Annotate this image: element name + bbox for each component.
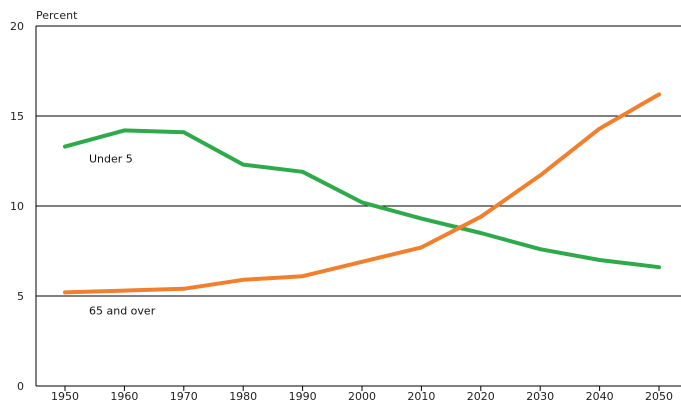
y-tick-label: 10 xyxy=(10,200,24,213)
series-line-under-5 xyxy=(63,128,661,270)
gridlines xyxy=(36,25,681,297)
x-tick-label: 2020 xyxy=(467,390,495,403)
x-tick-label: 1990 xyxy=(289,390,317,403)
x-tick-label: 1980 xyxy=(229,390,257,403)
x-ticks: 1950 1960 1970 1980 1990 2000 2010 2020 2030 2040… xyxy=(51,386,673,403)
y-tick-label: 0 xyxy=(17,380,24,393)
y-tick-label: 15 xyxy=(10,110,24,123)
x-tick-label: 2000 xyxy=(348,390,376,403)
series-label-under-5: Under 5 xyxy=(89,152,133,165)
x-tick-label: 1970 xyxy=(170,390,198,403)
x-tick-label: 1950 xyxy=(51,390,79,403)
x-tick-label: 2040 xyxy=(586,390,614,403)
x-tick-label: 2050 xyxy=(645,390,673,403)
y-axis-title: Percent xyxy=(36,9,78,22)
series-lines xyxy=(63,92,661,295)
series-label-65-and-over: 65 and over xyxy=(89,304,156,317)
x-tick-label: 2010 xyxy=(407,390,435,403)
x-tick-label: 1960 xyxy=(110,390,138,403)
x-tick-label: 2030 xyxy=(526,390,554,403)
series-line-65-and-over xyxy=(63,92,661,295)
y-ticks: 0 5 10 15 20 xyxy=(10,20,24,393)
y-tick-label: 5 xyxy=(17,290,24,303)
y-tick-label: 20 xyxy=(10,20,24,33)
